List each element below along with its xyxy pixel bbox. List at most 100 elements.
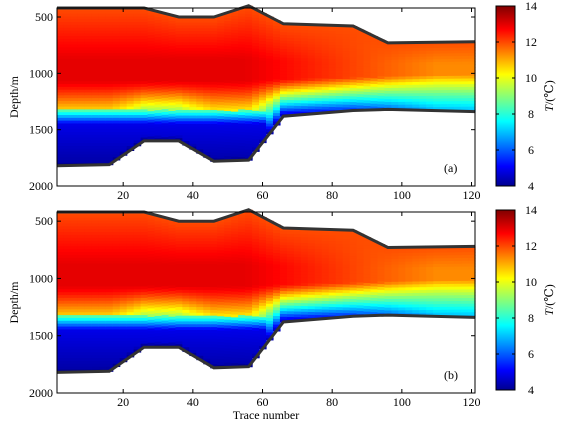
heatmap-cell — [426, 87, 434, 91]
heatmap-cell — [126, 61, 135, 65]
heatmap-cell — [279, 242, 288, 246]
heatmap-cell — [98, 220, 107, 225]
heatmap-cell — [182, 109, 190, 114]
heatmap-cell — [182, 135, 190, 139]
heatmap-cell — [63, 81, 72, 85]
heatmap-cell — [112, 360, 121, 365]
heatmap-cell — [286, 83, 295, 87]
heatmap-cell — [272, 313, 281, 317]
heatmap-cell — [266, 312, 274, 316]
heatmap-cell — [119, 58, 128, 63]
heatmap-cell — [419, 295, 427, 300]
heatmap-cell — [84, 355, 93, 359]
heatmap-cell — [231, 13, 239, 17]
heatmap-cell — [63, 22, 72, 26]
heatmap-cell — [231, 354, 239, 359]
heatmap-cell — [133, 27, 142, 32]
heatmap-cell — [147, 68, 156, 73]
heatmap-cell — [203, 312, 211, 317]
heatmap-cell — [217, 71, 225, 75]
heatmap-cell — [314, 266, 323, 270]
heatmap-cell — [307, 306, 316, 310]
heatmap-cell — [119, 320, 128, 325]
heatmap-cell — [119, 89, 128, 94]
heatmap-cell — [70, 249, 79, 253]
heatmap-cell — [363, 274, 372, 278]
heatmap-cell — [175, 289, 183, 294]
heatmap-cell — [98, 160, 107, 164]
heatmap-cell — [272, 25, 281, 30]
heatmap-cell — [105, 120, 114, 125]
heatmap-cell — [182, 278, 190, 282]
heatmap-cell — [63, 131, 72, 136]
heatmap-cell — [384, 57, 392, 61]
heatmap-cell — [196, 347, 204, 351]
heatmap-cell — [349, 28, 358, 33]
heatmap-cell — [238, 358, 246, 362]
heatmap-cell — [203, 358, 211, 363]
heatmap-cell — [356, 35, 365, 39]
heatmap-cell — [328, 76, 337, 80]
heatmap-cell — [286, 69, 295, 73]
heatmap-cell — [224, 68, 232, 73]
heatmap-cell — [175, 25, 183, 29]
heatmap-cell — [349, 310, 358, 314]
heatmap-cell — [384, 290, 392, 294]
heatmap-cell — [126, 323, 135, 328]
heatmap-cell — [300, 228, 309, 233]
heatmap-cell — [175, 45, 183, 49]
heatmap-cell — [321, 298, 330, 302]
heatmap-cell — [328, 275, 337, 279]
heatmap-cell — [335, 307, 344, 311]
heatmap-cell — [272, 232, 281, 237]
heatmap-cell — [91, 338, 100, 342]
heatmap-cell — [224, 85, 232, 90]
heatmap-cell — [321, 246, 330, 251]
heatmap-cell — [328, 286, 337, 291]
heatmap-cell — [105, 266, 114, 270]
heatmap-cell — [321, 39, 330, 43]
heatmap-cell — [231, 220, 239, 224]
heatmap-cell — [98, 129, 107, 133]
heatmap-cell — [384, 93, 392, 98]
heatmap-cell — [231, 248, 239, 253]
heatmap-cell — [335, 59, 344, 63]
heatmap-cell — [112, 275, 121, 279]
heatmap-cell — [57, 75, 65, 80]
heatmap-cell — [57, 78, 65, 82]
heatmap-cell — [168, 288, 177, 292]
heatmap-cell — [307, 314, 316, 319]
heatmap-cell — [84, 55, 93, 60]
heatmap-cell — [196, 47, 204, 52]
heatmap-cell — [468, 257, 476, 262]
heatmap-cell — [370, 300, 379, 305]
heatmap-cell — [279, 51, 288, 56]
heatmap-cell — [266, 30, 274, 35]
heatmap-cell — [300, 63, 309, 68]
heatmap-cell — [147, 322, 156, 327]
heatmap-cell — [84, 140, 93, 144]
heatmap-cell — [70, 240, 79, 245]
heatmap-cell — [77, 300, 86, 305]
heatmap-cell — [286, 26, 295, 31]
heatmap-cell — [147, 305, 156, 309]
heatmap-cell — [245, 301, 253, 305]
heatmap-cell — [335, 272, 344, 277]
heatmap-cell — [70, 335, 79, 339]
heatmap-cell — [161, 269, 170, 273]
heatmap-cell — [57, 151, 65, 156]
heatmap-cell — [266, 309, 274, 313]
heatmap-cell — [433, 312, 441, 317]
heatmap-cell — [126, 249, 135, 253]
heatmap-cell — [154, 324, 163, 328]
heatmap-cell — [266, 298, 274, 302]
heatmap-cell — [398, 258, 406, 263]
heatmap-cell — [391, 284, 399, 289]
heatmap-cell — [238, 148, 246, 153]
heatmap-cell — [147, 248, 156, 252]
heatmap-cell — [105, 346, 114, 351]
heatmap-cell — [168, 85, 177, 90]
heatmap-cell — [468, 100, 476, 105]
heatmap-cell — [168, 71, 177, 75]
heatmap-cell — [77, 98, 86, 102]
